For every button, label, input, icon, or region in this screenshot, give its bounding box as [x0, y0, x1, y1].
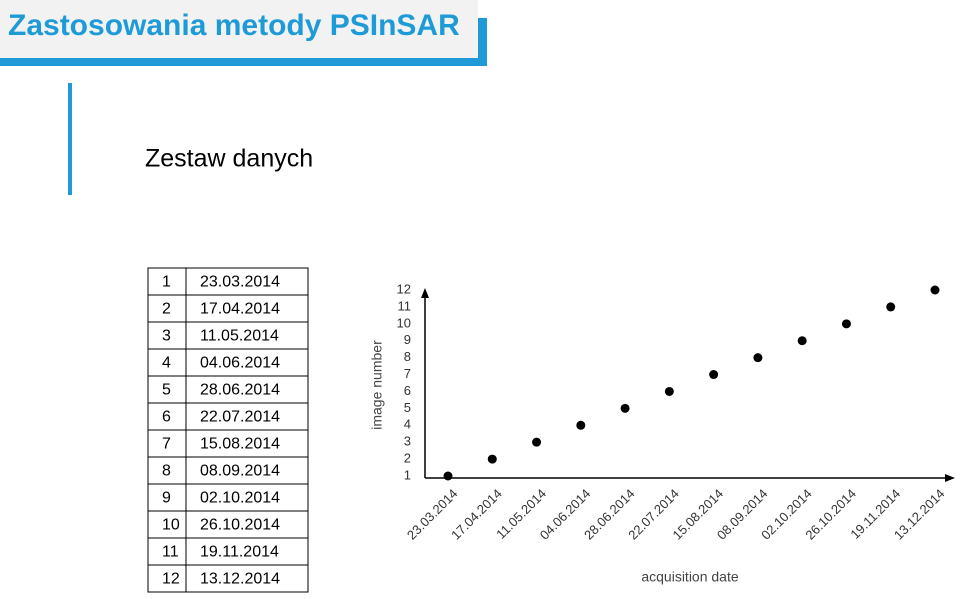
row-date: 08.09.2014: [200, 463, 280, 480]
title-edge: [478, 18, 487, 66]
y-tick-label: 12: [397, 281, 411, 296]
y-tick-label: 6: [404, 383, 411, 398]
row-date: 28.06.2014: [200, 382, 280, 399]
row-number: 9: [162, 490, 171, 507]
data-point: [576, 420, 586, 430]
row-number: 5: [162, 382, 171, 399]
accent-line: [68, 83, 72, 195]
data-point: [930, 285, 940, 295]
data-point: [532, 437, 542, 447]
row-number: 1: [162, 274, 171, 291]
row-number: 4: [162, 355, 171, 372]
table-cell: [185, 564, 309, 593]
y-tick-label: 10: [397, 315, 411, 330]
row-date: 26.10.2014: [200, 517, 280, 534]
row-number: 7: [162, 436, 171, 453]
subtitle: Zestaw danych: [145, 145, 313, 173]
title-underline: [0, 58, 487, 66]
row-number: 10: [162, 517, 180, 534]
data-point: [797, 336, 807, 346]
data-point: [443, 471, 453, 481]
row-date: 04.06.2014: [200, 355, 280, 372]
row-date: 22.07.2014: [200, 409, 280, 426]
y-tick-label: 3: [404, 434, 411, 449]
y-axis-title: image number: [369, 340, 385, 430]
y-tick-label: 4: [404, 417, 411, 432]
data-point: [841, 319, 851, 329]
row-date: 15.08.2014: [200, 436, 280, 453]
table: 1 23.03.2014 2 17.04.2014 3 11.05.2014 4 04.06.…: [147, 267, 309, 593]
chart: image number acquisition date 12 3 4 5 6 7 8 9 1…: [369, 281, 955, 585]
row-date: 17.04.2014: [200, 301, 280, 318]
data-point: [886, 302, 896, 312]
y-tick-label: 1: [404, 467, 411, 482]
slide-title: Zastosowania metody PSInSAR: [8, 9, 460, 42]
row-number: 12: [162, 571, 180, 588]
title-background: [0, 0, 478, 58]
x-axis-arrow: [945, 474, 955, 482]
row-date: 02.10.2014: [200, 490, 280, 507]
data-point: [664, 386, 674, 396]
y-tick-label: 9: [404, 332, 411, 347]
row-number: 11: [162, 544, 179, 561]
row-number: 8: [162, 463, 171, 480]
y-axis-arrow: [421, 288, 429, 298]
data-point: [753, 353, 763, 363]
y-tick-label: 5: [404, 400, 411, 415]
row-date: 19.11.2014: [200, 544, 279, 561]
data-point: [709, 370, 719, 380]
data-point: [487, 454, 497, 464]
data-point: [620, 403, 630, 413]
y-tick-label: 7: [404, 366, 411, 381]
y-tick-label: 8: [404, 349, 411, 364]
x-axis-title: acquisition date: [641, 569, 739, 585]
row-number: 2: [162, 301, 171, 318]
y-tick-label: 2: [404, 451, 411, 466]
row-date: 11.05.2014: [200, 328, 279, 345]
row-number: 6: [162, 409, 171, 426]
row-number: 3: [162, 328, 171, 345]
y-tick-label: 11: [398, 298, 412, 313]
row-date: 23.03.2014: [200, 274, 280, 291]
row-date: 13.12.2014: [200, 571, 280, 588]
